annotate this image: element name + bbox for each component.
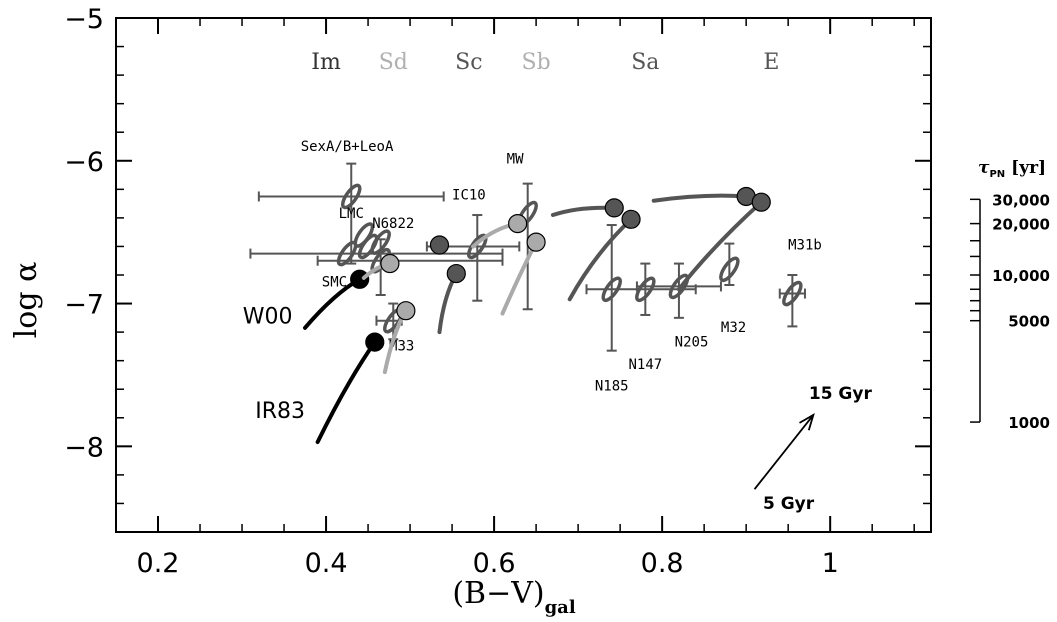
model-track [550, 198, 624, 218]
age-arrow-shaft [753, 414, 815, 490]
model-track [567, 209, 641, 302]
tau-tick-label: 1000 [1008, 414, 1050, 432]
galaxy-type-label: E [763, 50, 779, 75]
x-axis-title-sub: gal [545, 597, 576, 618]
galaxy-point: LMC [339, 206, 375, 248]
galaxy-label: M31b [788, 237, 822, 253]
galaxy-label: N147 [628, 357, 662, 373]
galaxy-type-label: Sc [455, 50, 482, 75]
galaxy-point: SexA/B+LeoA [257, 139, 445, 265]
tau-tick-label: 10,000 [992, 267, 1050, 285]
galaxy-marker [719, 256, 740, 283]
galaxy-label: M33 [389, 339, 414, 355]
y-tick-label: −8 [64, 432, 104, 463]
x-tick-label: 0.2 [137, 548, 180, 579]
model-label: W00 [243, 305, 293, 330]
galaxy-point: SMC [249, 240, 504, 290]
model-track [651, 186, 756, 207]
model-endpoint [396, 301, 416, 321]
x-axis-title-main: (B−V) [452, 576, 544, 611]
tau-axis: τPN [yr] 30,000 20,000 10,000 5000 1000 [970, 158, 1050, 432]
galaxy-label: M32 [721, 320, 746, 336]
galaxy-marker [668, 273, 690, 300]
model-endpoint [621, 209, 641, 229]
model-track [429, 235, 450, 255]
model-label: IR83 [255, 399, 305, 424]
x-tick-label: 1 [822, 548, 839, 579]
model-endpoint [751, 192, 771, 212]
model-endpoint [446, 263, 466, 284]
tau-tick-label: 5000 [1008, 313, 1050, 331]
galaxy-marker [336, 240, 358, 267]
model-endpoint [380, 253, 400, 274]
galaxy-point: N147 [628, 262, 662, 373]
tau-axis-unit: [yr] [1011, 158, 1046, 178]
tau-tick-label: 30,000 [992, 191, 1050, 209]
y-tick-label: −7 [64, 290, 104, 321]
age-arrow-head [799, 413, 815, 431]
galaxy-label: N185 [595, 379, 629, 395]
model-track: IR83 [255, 332, 385, 445]
model-curve [676, 200, 764, 292]
model-endpoint [526, 232, 546, 252]
galaxy-label: IC10 [452, 187, 486, 203]
galaxy-label: SMC [322, 274, 347, 290]
galaxy-type-label: Sd [379, 50, 408, 75]
galaxy-marker [357, 233, 379, 260]
galaxy-point: N205 [635, 262, 722, 350]
galaxy-type-label: Im [311, 50, 341, 75]
y-tick-label: −5 [64, 4, 104, 35]
model-endpoint [604, 198, 624, 218]
galaxy-marker [782, 280, 803, 307]
model-track [437, 263, 466, 335]
age-end-label: 15 Gyr [809, 384, 873, 404]
x-tick-label: 0.4 [305, 548, 348, 579]
galaxy-label: LMC [339, 206, 364, 222]
model-curve [567, 217, 634, 302]
x-axis-title: (B−V)gal [452, 576, 576, 618]
galaxy-marker [601, 276, 622, 303]
model-endpoint [429, 235, 450, 255]
plot-layer: 0.2 0.4 0.6 0.8 1 −8 −7 −6 −5 Im Sd Sc Sb Sa E SexA/B+L… [64, 4, 932, 579]
galaxy-point: M31b [778, 237, 822, 328]
model-track [361, 253, 400, 280]
tau-axis-title: τPN [yr] [978, 158, 1046, 180]
model-endpoint [350, 269, 370, 289]
galaxy-label: MW [507, 152, 524, 168]
y-tick-label: −6 [64, 147, 104, 178]
galaxy-point: M32 [719, 242, 746, 336]
galaxy-marker [341, 183, 362, 210]
galaxy-point [357, 233, 379, 260]
x-tick-label: 0.8 [641, 548, 684, 579]
model-track [500, 232, 546, 316]
age-arrow: 5 Gyr 15 Gyr [753, 384, 873, 514]
model-curve [651, 193, 749, 203]
model-track [471, 214, 528, 249]
y-axis-title: log α [9, 262, 44, 339]
age-start-label: 5 Gyr [763, 494, 815, 514]
tau-tick-label: 20,000 [992, 216, 1050, 234]
model-track [382, 301, 416, 375]
galaxy-label: N205 [675, 334, 709, 350]
model-track: W00 [243, 269, 370, 330]
tau-axis-sub: PN [989, 169, 1005, 180]
galaxy-type-label: Sa [631, 50, 659, 75]
model-endpoint [508, 214, 528, 234]
plot-frame [115, 17, 932, 533]
model-track [676, 192, 771, 292]
model-curve [500, 240, 539, 316]
galaxy-type-label: Sb [522, 50, 551, 75]
galaxy-label: SexA/B+LeoA [301, 139, 394, 155]
model-endpoint [365, 332, 385, 352]
tau-axis-symbol: τ [978, 158, 990, 178]
x-tick-label: 0.6 [473, 548, 516, 579]
model-curve [315, 340, 377, 445]
galaxy-label: N6822 [372, 216, 414, 232]
